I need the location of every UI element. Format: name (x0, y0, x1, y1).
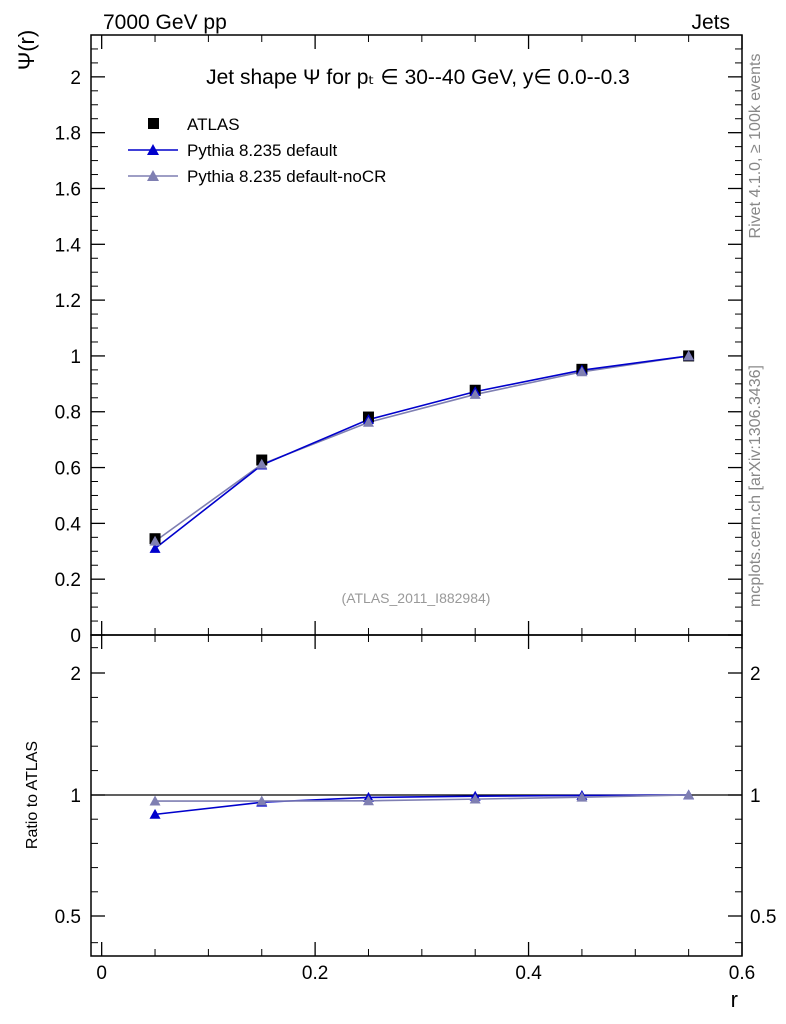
main-y-tick-label: 0.2 (55, 570, 81, 591)
main-y-tick-label: 1.6 (55, 179, 81, 200)
main-y-tick-label: 0.6 (55, 459, 81, 480)
legend-label-nocr: Pythia 8.235 default-noCR (187, 167, 386, 186)
plot-title: Jet shape Ψ for pₜ ∈ 30--40 GeV, y∈ 0.0-… (206, 66, 630, 89)
main-y-tick-label: 1.2 (55, 291, 81, 312)
default-data-point (149, 542, 161, 553)
ratio-y-axis-label: Ratio to ATLAS (24, 741, 41, 849)
main-y-tick-label: 1.8 (55, 124, 81, 145)
header-right: Jets (691, 11, 730, 34)
legend-label-atlas: ATLAS (187, 115, 240, 134)
analysis-watermark: (ATLAS_2011_I882984) (342, 590, 491, 606)
ratio-y-tick-label: 1 (70, 786, 81, 807)
ratio-y-tick-label-right: 1 (750, 786, 761, 807)
legend: ATLAS Pythia 8.235 default Pythia 8.235 … (128, 115, 386, 186)
ratio-nocr-point (256, 795, 268, 806)
main-y-tick-label: 2 (70, 68, 81, 89)
x-tick-label: 0 (96, 963, 107, 984)
ratio-y-tick-label: 2 (70, 664, 81, 685)
legend-label-default: Pythia 8.235 default (187, 141, 338, 160)
nocr-data-point (256, 458, 268, 469)
legend-marker-atlas (148, 118, 159, 129)
main-y-tick-label: 0.8 (55, 403, 81, 424)
nocr-data-point (683, 350, 695, 361)
nocr-data-point (469, 388, 481, 399)
main-y-tick-label: 1 (70, 347, 81, 368)
ratio-nocr-point (469, 793, 481, 804)
ratio-series-line (154, 794, 689, 816)
ratio-series-line (155, 794, 689, 802)
main-series-line (154, 355, 689, 550)
mcplots-label: mcplots.cern.ch [arXiv:1306.3436] (747, 365, 764, 607)
x-tick-label: 0.6 (729, 963, 755, 984)
main-series-line (154, 355, 689, 542)
main-y-tick-label: 0.4 (55, 514, 82, 535)
nocr-data-point (149, 535, 161, 546)
main-y-tick-label: 1.4 (55, 235, 82, 256)
legend-marker-default (147, 144, 159, 155)
ratio-y-tick-label-right: 2 (750, 664, 761, 685)
legend-marker-nocr (147, 170, 159, 181)
ratio-y-tick-label-right: 0.5 (750, 907, 776, 928)
ratio-default-point (149, 808, 161, 819)
main-y-axis-label: Ψ(r) (14, 30, 39, 70)
nocr-data-point (576, 366, 588, 377)
ratio-nocr-point (683, 789, 695, 800)
header-left: 7000 GeV pp (103, 11, 227, 34)
ratio-nocr-point (576, 791, 588, 802)
ratio-nocr-point (149, 795, 161, 806)
ratio-y-tick-label: 0.5 (55, 907, 81, 928)
rivet-label: Rivet 4.1.0, ≥ 100k events (747, 54, 764, 239)
ratio-nocr-point (362, 795, 374, 806)
main-y-tick-label: 0 (70, 626, 81, 647)
x-axis-label: r (731, 987, 738, 1012)
x-tick-label: 0.2 (302, 963, 328, 984)
nocr-data-point (362, 416, 374, 427)
x-tick-label: 0.4 (515, 963, 542, 984)
